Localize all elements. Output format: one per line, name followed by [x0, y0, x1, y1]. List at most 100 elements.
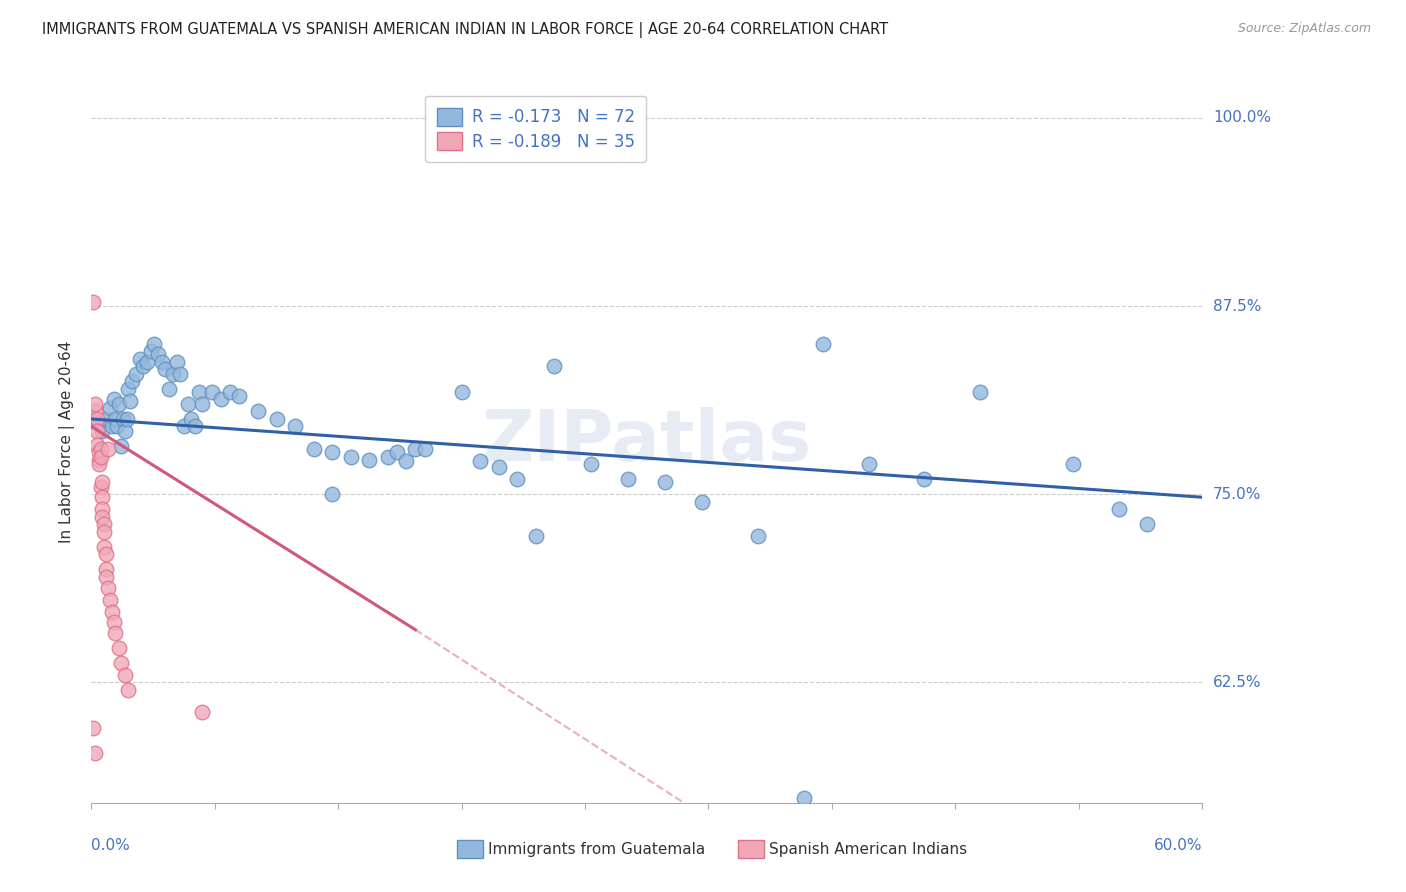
Point	[209, 392, 232, 407]
Point	[108, 640, 131, 655]
Point	[811, 336, 834, 351]
Text: 0.0%: 0.0%	[91, 838, 131, 854]
Point	[135, 355, 157, 369]
Point	[617, 472, 640, 486]
Point	[86, 412, 108, 426]
Text: Spanish American Indians: Spanish American Indians	[769, 842, 967, 856]
Point	[128, 351, 150, 366]
Point	[176, 397, 198, 411]
Point	[96, 412, 118, 426]
Point	[93, 517, 115, 532]
Point	[100, 605, 122, 619]
Point	[96, 548, 118, 562]
Text: ZIPatlas: ZIPatlas	[482, 407, 811, 476]
Point	[91, 490, 114, 504]
Point	[450, 384, 472, 399]
Point	[579, 457, 602, 471]
Point	[284, 419, 307, 434]
Text: 100.0%: 100.0%	[1213, 111, 1271, 126]
Point	[654, 475, 676, 490]
Point	[543, 359, 565, 374]
Point	[321, 487, 343, 501]
Point	[114, 424, 136, 438]
Point	[93, 524, 115, 539]
Point	[108, 397, 131, 411]
Point	[506, 472, 529, 486]
Point	[97, 581, 120, 595]
Point	[1062, 457, 1084, 471]
Point	[121, 374, 143, 388]
Text: Immigrants from Guatemala: Immigrants from Guatemala	[488, 842, 706, 856]
Point	[87, 417, 110, 431]
Point	[139, 344, 162, 359]
Point	[90, 450, 112, 464]
Y-axis label: In Labor Force | Age 20-64: In Labor Force | Age 20-64	[59, 341, 76, 542]
Point	[105, 419, 128, 434]
Point	[524, 529, 547, 543]
Point	[91, 502, 114, 516]
Point	[228, 389, 250, 403]
Point	[690, 494, 713, 508]
Point	[146, 347, 169, 361]
Point	[117, 382, 139, 396]
Point	[377, 450, 399, 464]
Point	[747, 529, 769, 543]
Point	[180, 412, 202, 426]
Point	[169, 367, 191, 381]
Point	[91, 475, 114, 490]
Point	[86, 424, 108, 438]
Point	[201, 384, 224, 399]
Point	[191, 397, 214, 411]
Point	[82, 721, 104, 735]
Point	[117, 682, 139, 697]
Point	[488, 460, 510, 475]
Point	[166, 355, 188, 369]
Point	[98, 592, 121, 607]
Point	[110, 439, 132, 453]
Point	[395, 454, 418, 468]
Point	[184, 419, 207, 434]
Point	[969, 384, 991, 399]
Point	[162, 367, 184, 381]
Point	[84, 746, 107, 760]
Point	[103, 615, 125, 629]
Point	[247, 404, 270, 418]
Point	[104, 625, 127, 640]
Text: IMMIGRANTS FROM GUATEMALA VS SPANISH AMERICAN INDIAN IN LABOR FORCE | AGE 20-64 : IMMIGRANTS FROM GUATEMALA VS SPANISH AME…	[42, 22, 889, 38]
Text: 87.5%: 87.5%	[1213, 299, 1261, 314]
Point	[321, 445, 343, 459]
Point	[87, 445, 110, 459]
Point	[91, 424, 114, 438]
Point	[82, 294, 104, 309]
Point	[143, 336, 166, 351]
Point	[104, 412, 127, 426]
Point	[97, 442, 120, 456]
Point	[87, 452, 110, 467]
Point	[357, 452, 380, 467]
Point	[385, 445, 408, 459]
Point	[115, 412, 138, 426]
Text: 62.5%: 62.5%	[1213, 675, 1261, 690]
Point	[86, 437, 108, 451]
Point	[98, 401, 121, 416]
Point	[858, 457, 880, 471]
Text: 60.0%: 60.0%	[1154, 838, 1202, 854]
Point	[266, 412, 288, 426]
Point	[125, 367, 148, 381]
Point	[219, 384, 242, 399]
Point	[187, 384, 209, 399]
Point	[90, 480, 112, 494]
Point	[302, 442, 325, 456]
Point	[93, 540, 115, 554]
Point	[157, 382, 180, 396]
Point	[404, 442, 426, 456]
Point	[111, 412, 134, 426]
Point	[120, 393, 142, 408]
Point	[87, 457, 110, 471]
Text: Source: ZipAtlas.com: Source: ZipAtlas.com	[1237, 22, 1371, 36]
Point	[96, 570, 118, 584]
Point	[468, 454, 492, 468]
Point	[110, 656, 132, 670]
Point	[84, 412, 107, 426]
Point	[914, 472, 936, 486]
